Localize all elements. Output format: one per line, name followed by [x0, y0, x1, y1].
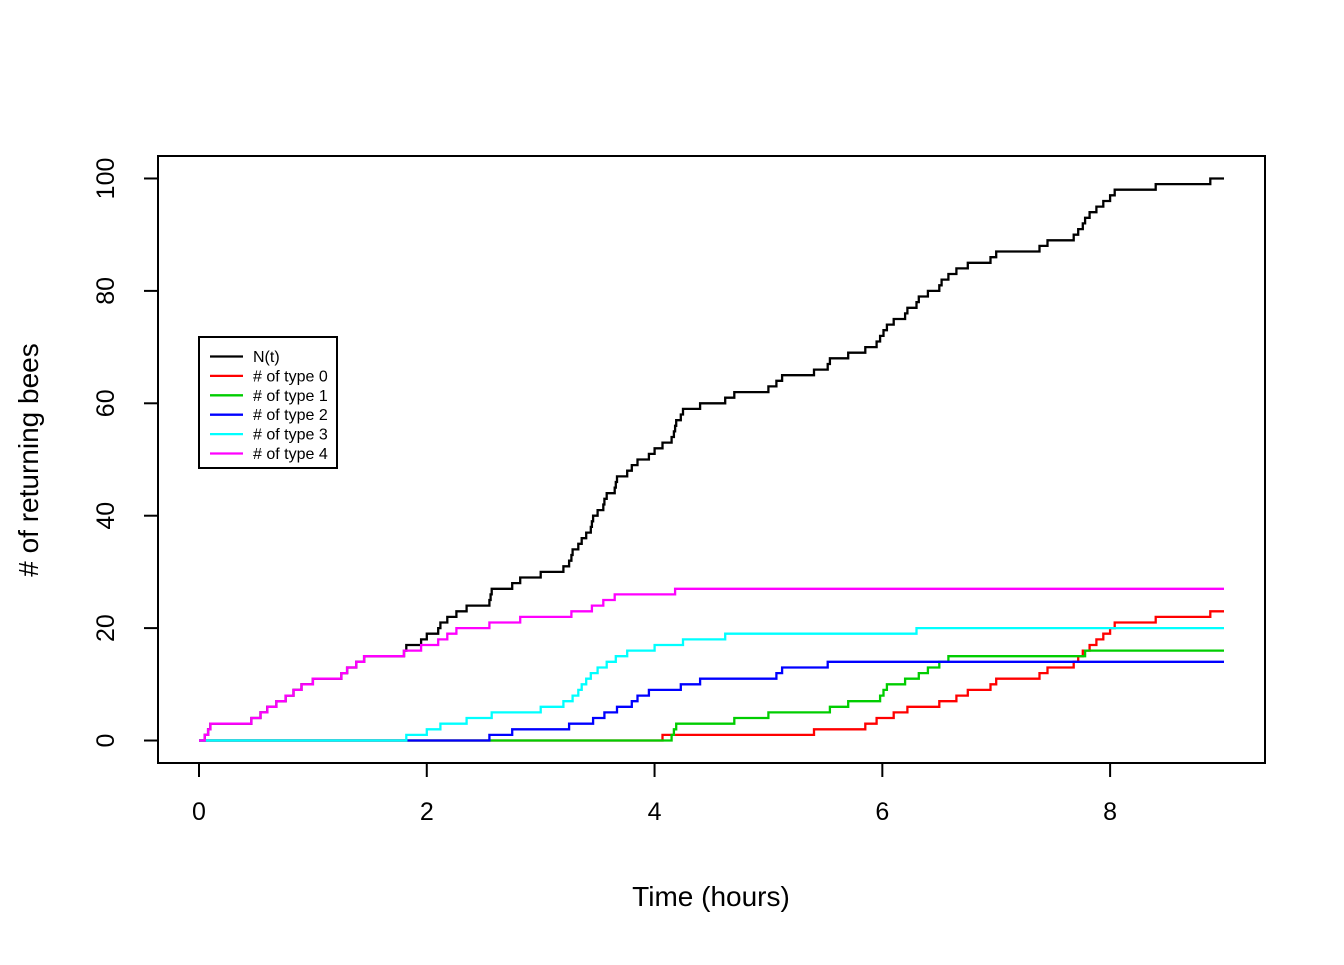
x-axis-ticks: 0 2 4 6 8 [192, 763, 1117, 826]
series-line-1 [199, 610, 1224, 742]
legend-frame [198, 336, 338, 469]
y-axis-title: # of returning bees [13, 343, 44, 577]
legend-item-label-2: # of type 1 [253, 388, 328, 405]
x-tick-label: 0 [192, 798, 206, 826]
x-tick-label: 6 [875, 798, 889, 826]
legend-item-label-3: # of type 2 [253, 407, 328, 424]
legend-box: N(t) # of type 0 # of type 1 # of type 2 # o… [198, 336, 338, 469]
series-line-3 [199, 660, 1224, 742]
data-series-lines [199, 177, 1224, 742]
series-line-5 [199, 587, 1224, 742]
plot-box [157, 155, 1266, 764]
x-tick-label: 8 [1103, 798, 1117, 826]
legend-item-label-4: # of type 3 [253, 427, 328, 444]
y-tick-label: 100 [92, 158, 120, 200]
y-tick-label: 80 [92, 277, 120, 305]
series-line-0 [199, 177, 1224, 742]
legend-item-label-1: # of type 0 [253, 368, 328, 385]
y-axis-ticks: 0 20 40 60 80 100 [92, 158, 158, 748]
x-tick-label: 2 [420, 798, 434, 826]
legend-item-label-5: # of type 4 [253, 446, 328, 463]
y-tick-label: 20 [92, 614, 120, 642]
x-axis-title: Time (hours) [632, 881, 790, 912]
legend-item-label-0: N(t) [253, 349, 280, 366]
y-tick-label: 60 [92, 389, 120, 417]
y-tick-label: 40 [92, 502, 120, 530]
x-tick-label: 4 [648, 798, 662, 826]
series-line-4 [199, 626, 1224, 742]
series-line-2 [199, 649, 1224, 742]
y-tick-label: 0 [92, 734, 120, 748]
